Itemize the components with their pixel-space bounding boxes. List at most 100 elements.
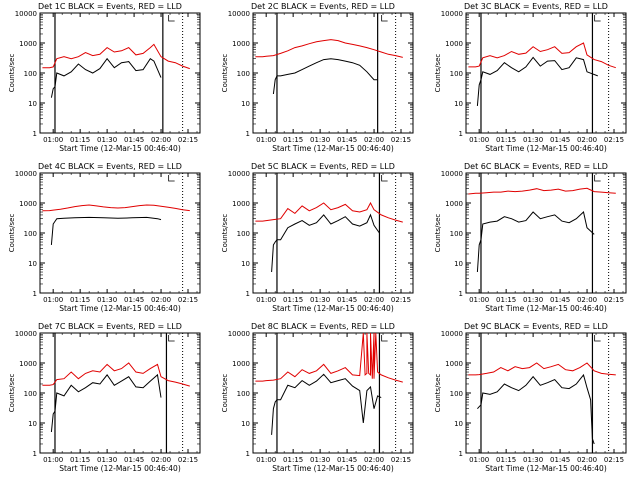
corner-marker	[381, 335, 388, 342]
events-series-line	[476, 56, 598, 106]
panel-title: Det 7C BLACK = Events, RED = LLD	[38, 322, 182, 331]
x-tick-label: 01:45	[337, 296, 357, 304]
y-tick-label: 10	[454, 420, 463, 428]
y-tick-label: 10000	[441, 10, 463, 18]
x-axis-label: Start Time (12-Mar-15 00:46:40)	[272, 304, 394, 313]
x-axis-label: Start Time (12-Mar-15 00:46:40)	[272, 464, 394, 473]
detector-panel-6: Det 6C BLACK = Events, RED = LLD 1 10 100 10…	[434, 162, 627, 313]
y-tick-label: 100	[237, 70, 250, 78]
plot-frame	[465, 332, 627, 454]
y-tick-label: 100	[24, 230, 37, 238]
y-tick-label: 1	[459, 290, 463, 298]
x-tick-label: 02:00	[577, 296, 597, 304]
detector-panel-1: Det 1C BLACK = Events, RED = LLD 1 10 100 10…	[8, 2, 201, 153]
events-series-line	[271, 373, 382, 435]
detector-panel-7: Det 7C BLACK = Events, RED = LLD 1 10 100 10…	[8, 322, 201, 473]
x-tick-label: 02:00	[151, 296, 171, 304]
detector-panel-5: Det 5C BLACK = Events, RED = LLD 1 10 100 10…	[221, 162, 414, 313]
x-tick-label: 02:00	[364, 296, 384, 304]
y-axis-label: Counts/sec	[434, 214, 442, 253]
y-tick-label: 100	[24, 70, 37, 78]
y-tick-label: 10	[241, 100, 250, 108]
corner-marker	[168, 335, 175, 342]
x-tick-label: 01:45	[337, 456, 357, 464]
y-tick-label: 100	[237, 230, 250, 238]
y-tick-label: 10000	[228, 10, 250, 18]
events-series-line	[272, 58, 378, 95]
y-axis-label: Counts/sec	[221, 214, 229, 253]
x-tick-label: 01:15	[70, 136, 90, 144]
x-tick-label: 01:45	[550, 136, 570, 144]
y-axis-label: Counts/sec	[221, 374, 229, 413]
detector-panel-4: Det 4C BLACK = Events, RED = LLD 1 10 100 10…	[8, 162, 201, 313]
panel-title: Det 8C BLACK = Events, RED = LLD	[251, 322, 395, 331]
x-tick-label: 01:00	[43, 136, 63, 144]
corner-marker	[594, 175, 601, 182]
panel-title: Det 1C BLACK = Events, RED = LLD	[38, 2, 182, 11]
y-tick-label: 10	[241, 260, 250, 268]
x-tick-label: 01:30	[97, 456, 117, 464]
x-axis-label: Start Time (12-Mar-15 00:46:40)	[485, 304, 607, 313]
x-tick-label: 01:45	[124, 296, 144, 304]
y-axis-label: Counts/sec	[8, 374, 16, 413]
x-tick-label: 02:15	[178, 136, 198, 144]
x-tick-label: 02:15	[178, 456, 198, 464]
y-tick-label: 10	[241, 420, 250, 428]
x-tick-label: 01:30	[523, 136, 543, 144]
y-tick-label: 1000	[19, 200, 37, 208]
y-tick-label: 10000	[228, 170, 250, 178]
x-tick-label: 02:00	[151, 136, 171, 144]
lld-series-line	[255, 39, 403, 58]
y-tick-label: 1000	[19, 360, 37, 368]
x-tick-label: 02:15	[604, 456, 624, 464]
y-tick-label: 1000	[19, 40, 37, 48]
y-tick-label: 1	[33, 450, 37, 458]
y-tick-label: 100	[237, 390, 250, 398]
corner-marker	[381, 15, 388, 22]
y-tick-label: 100	[24, 390, 37, 398]
corner-marker	[594, 335, 601, 342]
y-tick-label: 10000	[228, 330, 250, 338]
x-axis-label: Start Time (12-Mar-15 00:46:40)	[485, 464, 607, 473]
x-tick-label: 02:15	[391, 456, 411, 464]
y-tick-label: 10000	[441, 170, 463, 178]
panel-title: Det 4C BLACK = Events, RED = LLD	[38, 162, 182, 171]
x-tick-label: 01:15	[283, 296, 303, 304]
detector-panel-2: Det 2C BLACK = Events, RED = LLD 1 10 100 10…	[221, 2, 414, 153]
y-tick-label: 10000	[15, 10, 37, 18]
y-tick-label: 1	[459, 450, 463, 458]
plot-frame	[465, 12, 627, 134]
x-tick-label: 01:15	[496, 136, 516, 144]
x-tick-label: 01:15	[70, 296, 90, 304]
plot-frame	[39, 332, 201, 454]
y-tick-label: 1000	[232, 360, 250, 368]
events-series-line	[50, 373, 162, 433]
lld-series-line	[42, 204, 190, 212]
x-tick-label: 02:15	[391, 296, 411, 304]
x-tick-label: 02:00	[364, 136, 384, 144]
x-tick-label: 01:00	[43, 456, 63, 464]
x-tick-label: 02:15	[604, 296, 624, 304]
panel-title: Det 6C BLACK = Events, RED = LLD	[464, 162, 608, 171]
detector-panel-3: Det 3C BLACK = Events, RED = LLD 1 10 100 10…	[434, 2, 627, 153]
corner-marker	[381, 175, 388, 182]
panel-title: Det 3C BLACK = Events, RED = LLD	[464, 2, 608, 11]
x-axis-label: Start Time (12-Mar-15 00:46:40)	[59, 144, 181, 153]
x-tick-label: 01:30	[310, 136, 330, 144]
lld-series-line	[468, 362, 616, 376]
x-axis-label: Start Time (12-Mar-15 00:46:40)	[59, 464, 181, 473]
y-tick-label: 10	[28, 420, 37, 428]
x-tick-label: 01:00	[469, 456, 489, 464]
x-tick-label: 01:45	[337, 136, 357, 144]
y-axis-label: Counts/sec	[8, 214, 16, 253]
y-tick-label: 100	[450, 230, 463, 238]
y-tick-label: 1000	[445, 200, 463, 208]
x-tick-label: 01:00	[256, 456, 276, 464]
x-tick-label: 01:00	[43, 296, 63, 304]
events-series-line	[271, 213, 380, 273]
y-tick-label: 10	[28, 260, 37, 268]
plot-frame	[39, 172, 201, 294]
y-tick-label: 10000	[15, 330, 37, 338]
x-tick-label: 01:30	[523, 296, 543, 304]
